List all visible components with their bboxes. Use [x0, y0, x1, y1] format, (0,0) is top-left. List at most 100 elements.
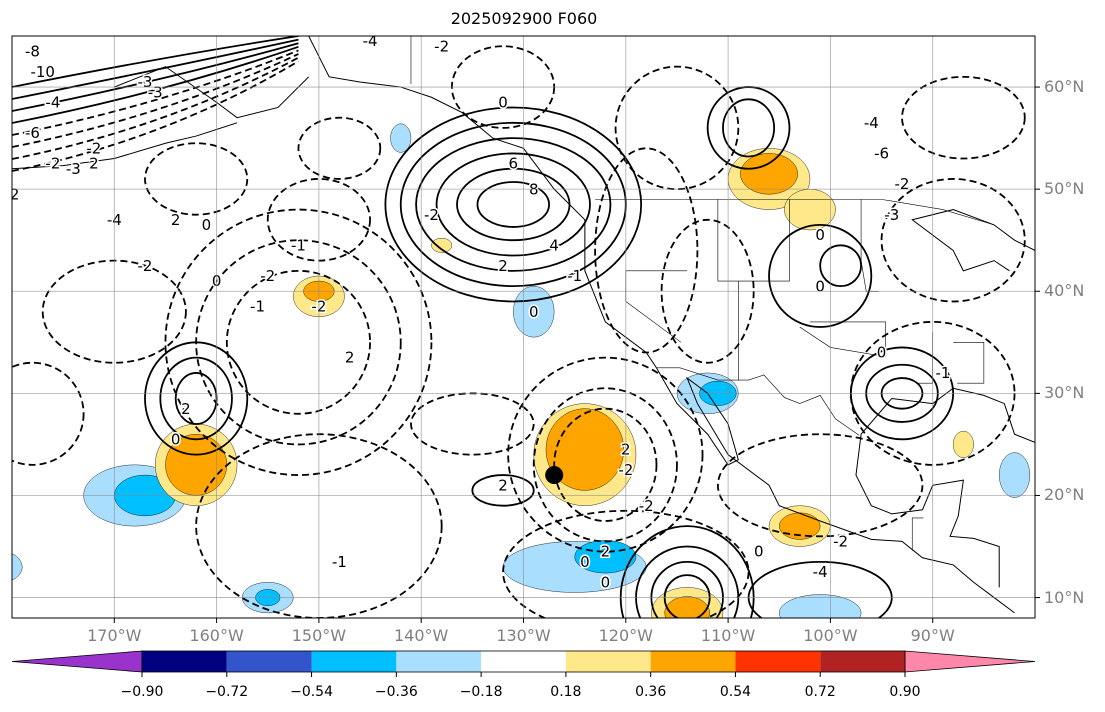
negative-contour [553, 407, 658, 522]
positive-contour [768, 223, 873, 328]
negative-contour [12, 361, 85, 466]
contour-label: -1 [250, 298, 265, 316]
colorbar-segment [735, 651, 821, 672]
colorbar-segment [565, 651, 651, 672]
colorbar-tick-label: 0.18 [550, 684, 582, 700]
positive-contour [12, 36, 299, 88]
contour-label: 2 [601, 543, 611, 561]
border-line [717, 199, 790, 282]
anomaly-patch [574, 540, 637, 574]
negative-contour [716, 433, 924, 538]
contour-label: 0 [202, 216, 212, 234]
contour-label: -4 [363, 32, 378, 50]
colorbar-max-extend [904, 650, 1036, 673]
latitude-label: 50°N [1044, 179, 1085, 199]
longitude-label: 140°W [394, 626, 449, 645]
border-line [799, 321, 886, 357]
contour-label: -8 [25, 42, 40, 60]
colorbar-tick-label: −0.36 [374, 684, 418, 700]
negative-contour [12, 60, 299, 172]
positive-contour [456, 167, 571, 242]
negative-contour [880, 178, 1026, 303]
contour-label: -4 [864, 114, 879, 132]
positive-contour [12, 38, 299, 100]
positive-contour [12, 42, 299, 112]
colorbar-segment [226, 651, 312, 672]
contour-label: -2 [86, 139, 101, 157]
positive-contour [722, 98, 776, 158]
positive-contour [476, 181, 550, 228]
anomaly-patch [740, 153, 798, 195]
border-line [595, 199, 995, 226]
positive-contour [471, 474, 535, 507]
contour-label: 0 [815, 277, 825, 295]
negative-contour [297, 116, 382, 180]
coastline [12, 122, 238, 170]
positive-contour [384, 106, 643, 303]
map-title: 2025092900 F060 [450, 9, 598, 28]
latitude-label: 40°N [1044, 281, 1085, 301]
contour-label: 2 [171, 211, 181, 229]
contour-label: 0 [580, 553, 590, 571]
border-line [860, 199, 879, 292]
colorbar-tick-label: 0.36 [635, 684, 667, 700]
negative-contour [164, 208, 433, 476]
anomaly-patch [390, 123, 412, 153]
contour-label: -2 [45, 155, 60, 173]
longitude-label: 170°W [87, 626, 142, 645]
contour-label: 2 [498, 257, 508, 275]
coastline [855, 434, 1000, 588]
longitude-label: 160°W [189, 626, 244, 645]
colorbar-frame [141, 650, 906, 673]
contour-label: -4 [813, 563, 828, 581]
longitude-label: 90°W [910, 626, 955, 645]
colorbar-tick-label: 0.90 [889, 684, 921, 700]
anomaly-patch [998, 452, 1031, 498]
negative-contour [225, 269, 371, 415]
negative-contour [594, 147, 699, 354]
border-line [953, 342, 985, 384]
negative-contour [410, 392, 535, 456]
anomaly-patch [779, 594, 862, 618]
contour-label: -2 [138, 257, 153, 275]
contour-label: -1 [935, 364, 950, 382]
contour-label: -2 [5, 185, 20, 203]
latitude-label: 60°N [1044, 77, 1085, 97]
anomaly-patch [784, 188, 836, 231]
contour-label: -2 [434, 37, 449, 55]
positive-contour [12, 45, 299, 124]
map-layers: -4 -2-3-3-22-8-10-4-6-2 -3-4-202-2-10-2268… [5, 32, 1035, 618]
contour-label: 0 [754, 543, 764, 561]
colorbar-tick-label: −0.54 [290, 684, 333, 700]
negative-contour [901, 75, 1026, 160]
contour-label: 2 [498, 476, 508, 494]
border-line [625, 270, 688, 343]
contour-label: -1 [332, 553, 347, 571]
negative-contour [532, 387, 678, 543]
colorbar-segment [650, 651, 736, 672]
contour-label: -1 [291, 236, 306, 254]
colorbar-segment [311, 651, 397, 672]
anomaly-patch [431, 237, 453, 253]
coastline [860, 387, 1035, 443]
contour-label: -2 [260, 267, 275, 285]
contour-label: -6 [874, 145, 889, 163]
contour-label: -1 [567, 267, 582, 285]
contour-label: 6 [508, 155, 518, 173]
contour-label: -2 [833, 533, 848, 551]
colorbar-min-extend [11, 650, 143, 673]
colorbar-segment [820, 651, 905, 672]
longitude-label: 150°W [291, 626, 347, 645]
negative-contour [144, 142, 249, 216]
colorbar-tick-label: 0.72 [804, 684, 836, 700]
colorbar-segment [481, 651, 566, 672]
contour-label: -3 [66, 160, 81, 178]
contour-label: 0 [815, 226, 825, 244]
anomaly-patch [545, 408, 624, 491]
contour-label: -2 [895, 175, 910, 193]
latitude-label: 30°N [1044, 383, 1085, 403]
border-line [911, 517, 924, 551]
contour-label: -3 [148, 83, 163, 101]
